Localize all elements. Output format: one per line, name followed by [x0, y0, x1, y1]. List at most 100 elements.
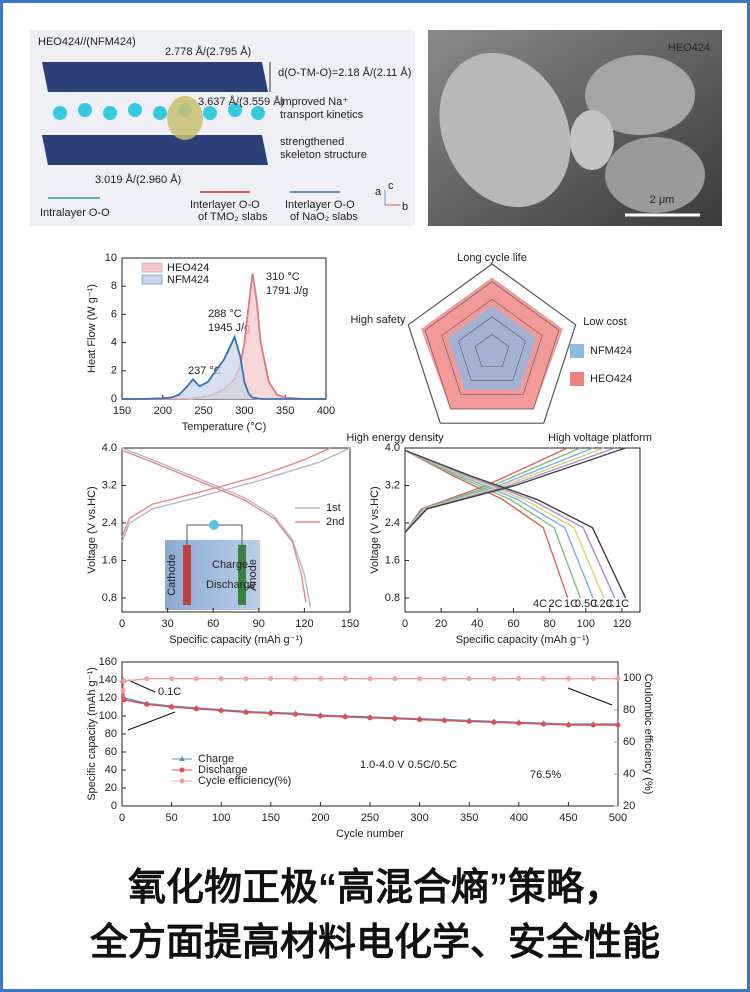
x-axis-label: Specific capacity (mAh g⁻¹) — [456, 634, 590, 646]
y-axis-label: Voltage (V vs.HC) — [86, 486, 98, 573]
y-tick-label: 2.4 — [102, 517, 117, 529]
structure-legend: Interlayer O-O — [190, 199, 260, 211]
tm-layer — [42, 135, 268, 165]
x-tick-label: 120 — [295, 618, 313, 630]
legend-label: 2nd — [326, 516, 344, 528]
annotation: 288 °C — [208, 308, 242, 320]
structure-title: HEO424//(NFM424) — [38, 36, 136, 48]
x-tick-label: 300 — [410, 812, 428, 824]
marker — [317, 713, 323, 719]
marker — [268, 676, 274, 682]
y-tick-label: 4.0 — [385, 442, 400, 454]
marker — [243, 676, 249, 682]
marker — [392, 676, 398, 682]
radar-ring — [407, 263, 577, 424]
x-tick-label: 90 — [253, 618, 265, 630]
y-tick-label: 3.2 — [385, 479, 400, 491]
series-line — [122, 679, 618, 725]
y-tick-label: 4.0 — [102, 442, 117, 454]
x-tick-label: 20 — [435, 618, 447, 630]
marker — [169, 704, 175, 710]
annotation-arrow — [127, 679, 156, 693]
axis-letter: a — [375, 186, 382, 198]
legend-marker — [179, 767, 185, 773]
y-tick-label: 0.8 — [385, 592, 400, 604]
structure-legend: of TMO₂ slabs — [198, 211, 268, 223]
panel-bg — [30, 30, 415, 226]
structure-label: 2.778 Å/(2.795 Å) — [165, 45, 251, 58]
x-tick-label: 200 — [154, 405, 172, 417]
battery-inset: Cathode Charge Discharge Anode — [165, 520, 260, 610]
structure-legend: Interlayer O-O — [285, 199, 355, 211]
y-tick-label: 60 — [105, 746, 117, 758]
legend-label: 1st — [326, 502, 341, 514]
radar-axis-label: Low cost — [583, 316, 626, 328]
marker — [144, 701, 150, 707]
inset-label: Cathode — [166, 554, 178, 596]
marker — [218, 708, 224, 714]
axis-letter: b — [402, 201, 408, 213]
structure-label: 3.019 Å/(2.960 Å) — [95, 173, 181, 186]
y-tick-label: 6 — [111, 308, 117, 320]
scale-label: 2 μm — [650, 194, 675, 206]
annotation: 1945 J/g — [208, 322, 250, 334]
structure-label: skeleton structure — [280, 149, 367, 161]
series-line — [122, 681, 618, 726]
radar-axis-label: High safety — [350, 314, 406, 326]
axis-letter: c — [388, 180, 394, 192]
x-tick-label: 150 — [113, 405, 131, 417]
y-axis-label: Specific capacity (mAh g⁻¹) — [86, 667, 98, 801]
particle — [585, 55, 695, 135]
marker — [218, 676, 224, 682]
structure-label: strengthened — [280, 136, 344, 148]
y-tick-label: 2 — [111, 365, 117, 377]
x-tick-label: 350 — [460, 812, 478, 824]
marker — [466, 718, 472, 724]
radar-axis-label: High energy density — [346, 432, 444, 444]
y2-tick-label: 20 — [623, 800, 635, 812]
y-tick-label: 4 — [111, 337, 117, 349]
y-tick-label: 40 — [105, 764, 117, 776]
inset-label: Charge — [212, 559, 248, 571]
marker — [293, 676, 299, 682]
legend-label: NFM424 — [590, 345, 632, 357]
y-tick-label: 160 — [99, 656, 117, 668]
annotation: 1.0-4.0 V 0.5C/0.5C — [360, 759, 457, 771]
x-tick-label: 120 — [613, 618, 631, 630]
sem-label: HEO424 — [668, 42, 710, 54]
marker — [243, 709, 249, 715]
annotation-arrow — [567, 687, 613, 706]
x-tick-label: 300 — [235, 405, 253, 417]
x-tick-label: 30 — [161, 618, 173, 630]
legend-label: Discharge — [198, 764, 248, 776]
marker — [342, 714, 348, 720]
y2-tick-label: 60 — [623, 736, 635, 748]
x-tick-label: 200 — [311, 812, 329, 824]
annotation-arrow — [127, 711, 176, 731]
x-tick-label: 100 — [212, 812, 230, 824]
marker — [615, 676, 621, 682]
y2-tick-label: 80 — [623, 704, 635, 716]
annotation: 76.5% — [530, 769, 561, 781]
legend-marker — [179, 778, 185, 784]
y-tick-label: 1.6 — [385, 554, 400, 566]
marker — [120, 688, 126, 694]
marker — [417, 676, 423, 682]
legend-label: Cycle efficiency(%) — [198, 775, 291, 787]
radar-axis-label: Long cycle life — [457, 252, 527, 264]
marker — [541, 676, 547, 682]
y2-axis-label: Coulombic efficiency (%) — [642, 674, 654, 795]
marker — [193, 706, 199, 712]
annotation: 1791 J/g — [266, 285, 308, 297]
marker — [441, 676, 447, 682]
y-tick-label: 8 — [111, 280, 117, 292]
legend-swatch — [141, 262, 163, 273]
x-tick-label: 50 — [165, 812, 177, 824]
structure-label: improved Na⁺ — [280, 96, 348, 108]
x-tick-label: 0 — [402, 618, 408, 630]
legend-label: Charge — [198, 753, 234, 765]
inset-label: Anode — [247, 559, 259, 591]
marker — [541, 721, 547, 727]
legend-label: 1C — [564, 598, 578, 610]
annotation: 0.1C — [158, 686, 181, 698]
